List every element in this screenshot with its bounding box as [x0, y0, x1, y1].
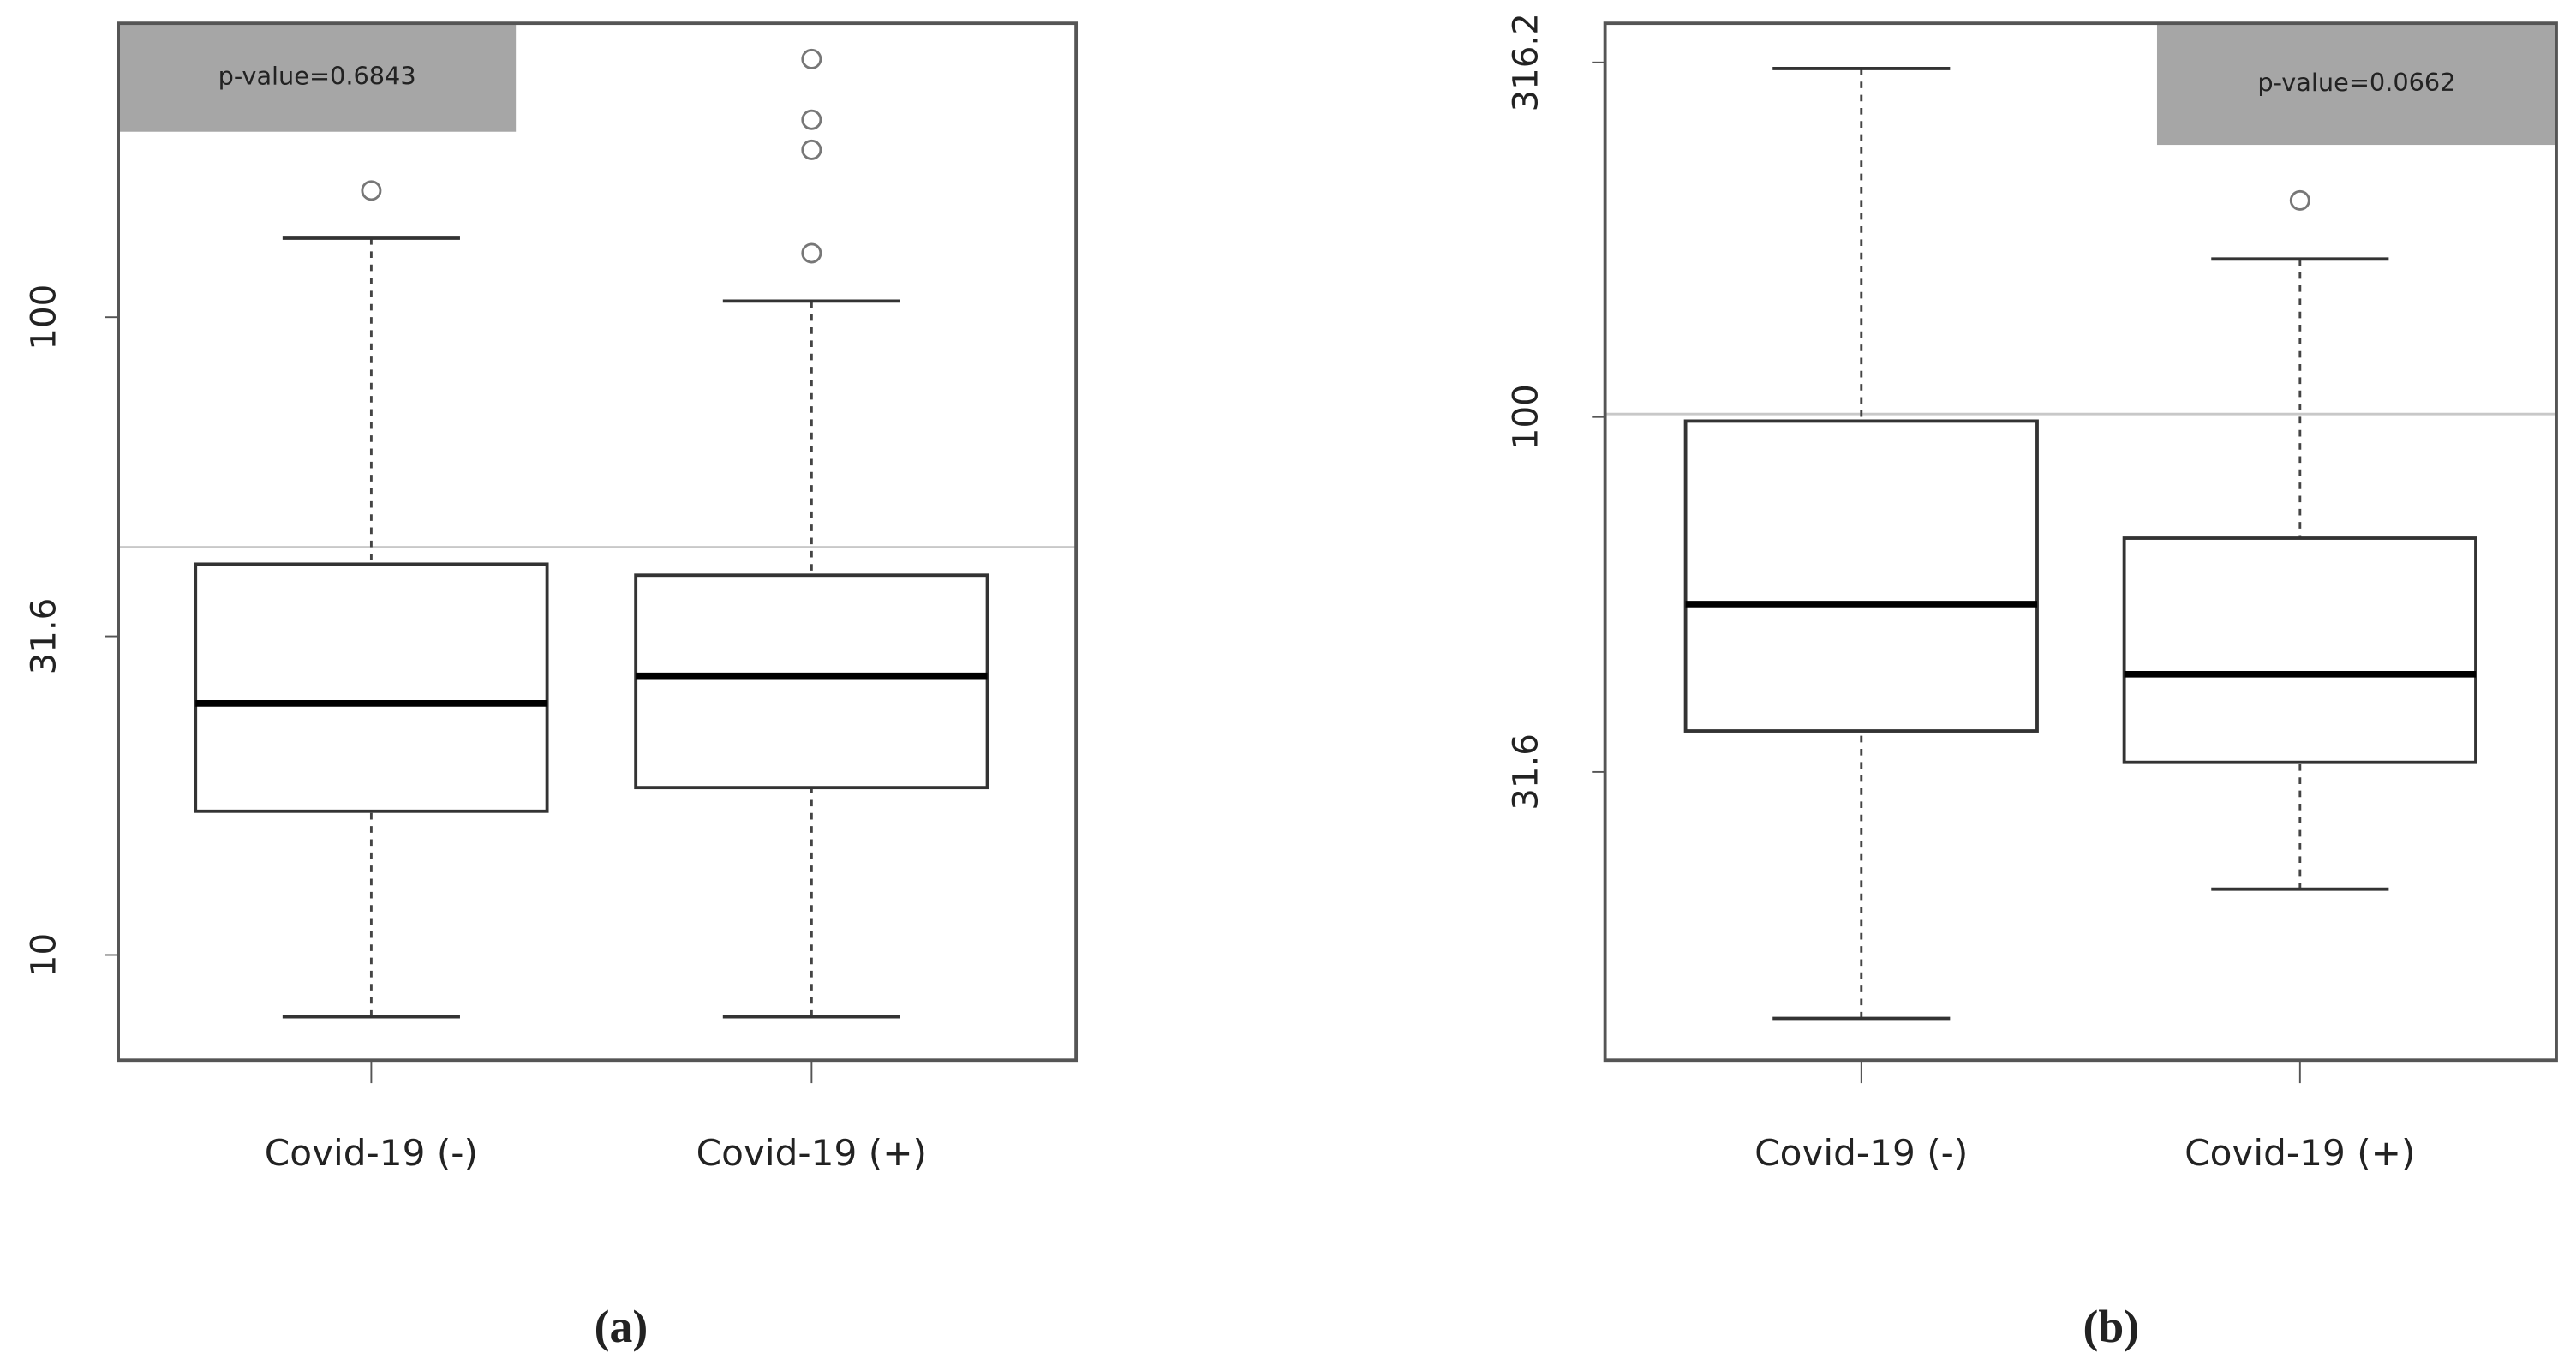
- outlier: [2289, 189, 2310, 211]
- x-tick-label: Covid-19 (+): [696, 1132, 927, 1174]
- annotation-box: [2156, 23, 2556, 146]
- y-tick-label: 100: [25, 284, 64, 350]
- outlier: [801, 109, 822, 130]
- annotation-box: [118, 23, 517, 132]
- x-tick-label: Covid-19 (-): [265, 1132, 478, 1174]
- box: [194, 562, 549, 813]
- outlier: [801, 139, 822, 160]
- caption: (a): [595, 1301, 648, 1352]
- box: [2122, 536, 2477, 764]
- y-tick-label: 316.2: [1506, 13, 1545, 111]
- x-tick-label: Covid-19 (+): [2185, 1132, 2415, 1174]
- box: [634, 573, 989, 790]
- y-tick-label: 100: [1506, 384, 1545, 450]
- x-tick-label: Covid-19 (-): [1754, 1132, 1968, 1174]
- outlier: [361, 180, 382, 201]
- annotation: p-value=0.6843: [218, 61, 416, 90]
- box: [1683, 419, 2039, 733]
- y-tick-label: 31.6: [1506, 733, 1545, 811]
- outlier: [801, 242, 822, 264]
- plot-frame: [117, 21, 1079, 1063]
- outlier: [801, 48, 822, 69]
- annotation: p-value=0.0662: [2257, 68, 2455, 97]
- y-tick-label: 10: [25, 933, 64, 977]
- caption: (b): [2083, 1301, 2139, 1352]
- plot-frame: [1603, 21, 2558, 1063]
- y-tick-label: 31.6: [25, 598, 64, 675]
